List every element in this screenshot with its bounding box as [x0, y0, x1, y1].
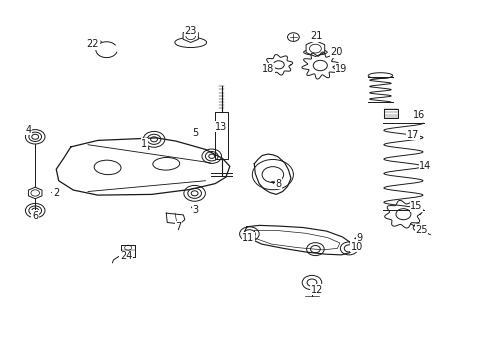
Text: 5: 5	[192, 128, 198, 138]
Polygon shape	[28, 187, 42, 199]
Text: 16: 16	[412, 110, 425, 120]
Ellipse shape	[303, 49, 326, 55]
Text: 24: 24	[120, 251, 132, 261]
Polygon shape	[305, 41, 324, 57]
Circle shape	[309, 44, 321, 53]
Text: 6: 6	[32, 211, 38, 221]
Text: 7: 7	[175, 222, 181, 232]
Text: 18: 18	[261, 64, 274, 74]
Ellipse shape	[175, 37, 206, 48]
Text: 12: 12	[310, 285, 323, 295]
Text: 21: 21	[310, 31, 323, 41]
Text: 19: 19	[334, 64, 347, 74]
Text: 25: 25	[414, 225, 427, 235]
Text: 10: 10	[350, 242, 363, 252]
Text: 23: 23	[184, 26, 197, 36]
Polygon shape	[254, 230, 339, 250]
Text: 20: 20	[329, 47, 342, 57]
Text: 13: 13	[215, 122, 227, 132]
Text: 8: 8	[275, 179, 281, 189]
Circle shape	[185, 32, 195, 40]
Text: 1: 1	[141, 139, 147, 149]
Text: 17: 17	[406, 130, 419, 140]
Text: 9: 9	[356, 233, 362, 243]
Ellipse shape	[94, 160, 121, 175]
Text: 3: 3	[192, 204, 198, 215]
Ellipse shape	[153, 157, 179, 170]
Text: 11: 11	[242, 233, 254, 243]
Circle shape	[31, 190, 40, 196]
Text: 2: 2	[53, 188, 59, 198]
Text: 4: 4	[25, 125, 31, 135]
Text: 15: 15	[409, 201, 422, 211]
Polygon shape	[183, 30, 198, 42]
Text: 22: 22	[86, 39, 99, 49]
Ellipse shape	[367, 73, 392, 78]
Text: 14: 14	[418, 161, 431, 171]
